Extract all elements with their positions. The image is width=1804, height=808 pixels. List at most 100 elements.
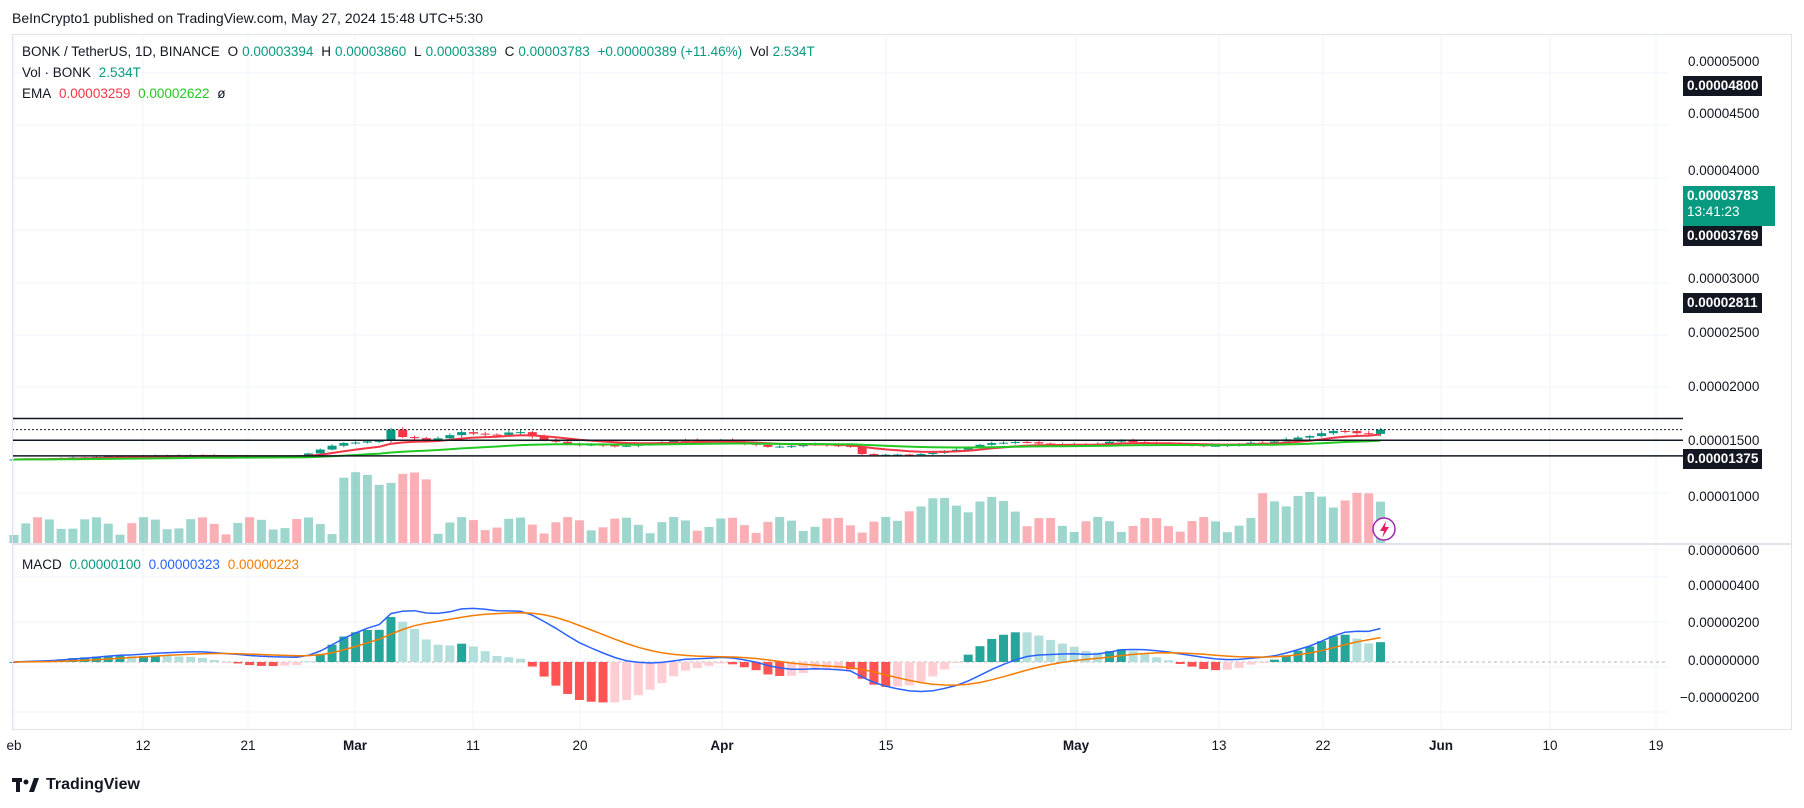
volume-bar <box>1211 521 1221 543</box>
macd-histogram-bar <box>739 662 749 668</box>
macd-histogram-bar <box>1093 652 1103 662</box>
current-price-badge: 0.00003783 13:41:23 <box>1683 186 1775 226</box>
candle-body <box>1128 440 1138 443</box>
volume-bar <box>1246 517 1256 543</box>
ema-legend-label: EMA <box>22 86 52 101</box>
volume-bar <box>834 517 844 543</box>
macd-tick-label: 0.00000000 <box>1688 653 1760 668</box>
macd-histogram-bar <box>1234 662 1244 668</box>
volume-bar <box>468 520 478 543</box>
volume-bar <box>1258 493 1268 543</box>
macd-histogram-bar <box>869 662 879 685</box>
macd-histogram-bar <box>492 656 502 662</box>
candle-body <box>304 453 313 457</box>
macd-histogram-bar <box>468 646 478 662</box>
volume-bar <box>56 528 66 543</box>
candle-body <box>315 449 325 454</box>
time-tick-label: 13 <box>1211 738 1227 753</box>
volume-bar <box>645 533 655 543</box>
ema-legend[interactable]: EMA 0.00003259 0.00002622 ø <box>22 86 229 101</box>
time-tick-label: 12 <box>135 738 151 753</box>
macd-histogram-bar <box>657 662 667 684</box>
tradingview-logo[interactable]: TradingView <box>12 776 140 794</box>
level-badge-1375: 0.00001375 <box>1683 449 1763 469</box>
volume-bar <box>692 530 702 543</box>
macd-histogram-bar <box>1034 635 1044 662</box>
lightning-icon[interactable] <box>1372 517 1396 541</box>
macd-histogram-bar <box>1022 632 1032 662</box>
level-badge-2811: 0.00002811 <box>1683 293 1762 313</box>
candle-body <box>351 442 361 444</box>
volume-bar <box>233 522 243 543</box>
macd-histogram-bar <box>928 662 938 677</box>
macd-histogram-bar <box>798 662 808 674</box>
high-value: 0.00003860 <box>334 44 407 59</box>
volume-bar <box>1140 518 1150 543</box>
macd-histogram-bar <box>398 621 408 662</box>
macd-histogram-bar <box>162 655 172 662</box>
price-tick-label: 0.00001500 <box>1688 433 1760 448</box>
price-tick-label: 0.00000600 <box>1688 543 1760 558</box>
volume-bar <box>1352 492 1362 543</box>
publisher-line: BeInCrypto1 published on TradingView.com… <box>12 10 483 26</box>
macd-signal-value: 0.00000223 <box>227 557 300 572</box>
macd-histogram-bar <box>139 655 149 662</box>
candle-body <box>845 445 855 447</box>
macd-histogram-bar <box>516 658 526 662</box>
macd-histogram-bar <box>292 662 302 666</box>
macd-tick-label: 0.00000200 <box>1688 615 1760 630</box>
candle-body <box>410 437 420 439</box>
macd-histogram-bar <box>150 655 160 662</box>
macd-histogram-bar <box>987 638 997 662</box>
low-label: L <box>414 44 422 59</box>
macd-histogram-bar <box>527 662 537 667</box>
macd-histogram-bar <box>1187 662 1197 667</box>
volume-bar <box>351 472 361 543</box>
macd-histogram-bar <box>1163 660 1173 662</box>
macd-histogram-bar <box>268 662 278 667</box>
macd-histogram-bar <box>280 662 290 666</box>
macd-histogram-bar <box>951 662 961 663</box>
candle-body <box>527 432 537 437</box>
candle-body <box>857 446 867 454</box>
macd-histogram-bar <box>857 662 867 679</box>
macd-legend[interactable]: MACD 0.00000100 0.00000323 0.00000223 <box>22 557 303 572</box>
macd-histogram-bar <box>1152 657 1162 662</box>
volume-bar <box>1269 501 1279 543</box>
volume-bar <box>280 528 290 543</box>
ema-slow-line <box>13 439 1381 461</box>
volume-bar <box>845 525 855 543</box>
candle-body <box>1364 433 1374 435</box>
volume-bar <box>633 524 643 543</box>
candle-body <box>1116 440 1126 442</box>
volume-bar <box>1163 526 1173 543</box>
macd-histogram-bar <box>692 662 702 669</box>
volume-bar <box>1022 526 1032 543</box>
macd-histogram-bar <box>586 662 596 702</box>
macd-histogram-bar <box>1057 643 1067 662</box>
macd-histogram-bar <box>539 662 549 677</box>
candle-body <box>9 459 19 461</box>
volume-legend[interactable]: Vol · BONK 2.534T <box>22 65 145 80</box>
level-badge-4800: 0.00004800 <box>1683 76 1763 96</box>
ema-slow-value: 0.00002622 <box>138 86 210 101</box>
volume-bar <box>1116 531 1126 543</box>
volume-bar <box>527 524 537 543</box>
volume-bar <box>339 477 349 543</box>
macd-legend-label: MACD <box>22 557 62 572</box>
candle-body <box>1305 436 1315 438</box>
time-tick-label: 21 <box>240 738 256 753</box>
volume-bar <box>44 519 54 543</box>
macd-histogram-bar <box>916 662 926 682</box>
volume-bar <box>763 521 773 543</box>
time-tick-label: Apr <box>710 738 734 753</box>
candle-body <box>1375 429 1385 434</box>
volume-bar <box>881 517 891 543</box>
volume-bar <box>704 527 714 543</box>
macd-hist-value: 0.00000100 <box>69 557 141 572</box>
time-tick-label: 20 <box>572 738 588 753</box>
volume-bar <box>457 517 467 543</box>
volume-bars <box>9 472 1385 543</box>
symbol-name[interactable]: BONK / TetherUS, 1D, BINANCE <box>22 44 220 59</box>
